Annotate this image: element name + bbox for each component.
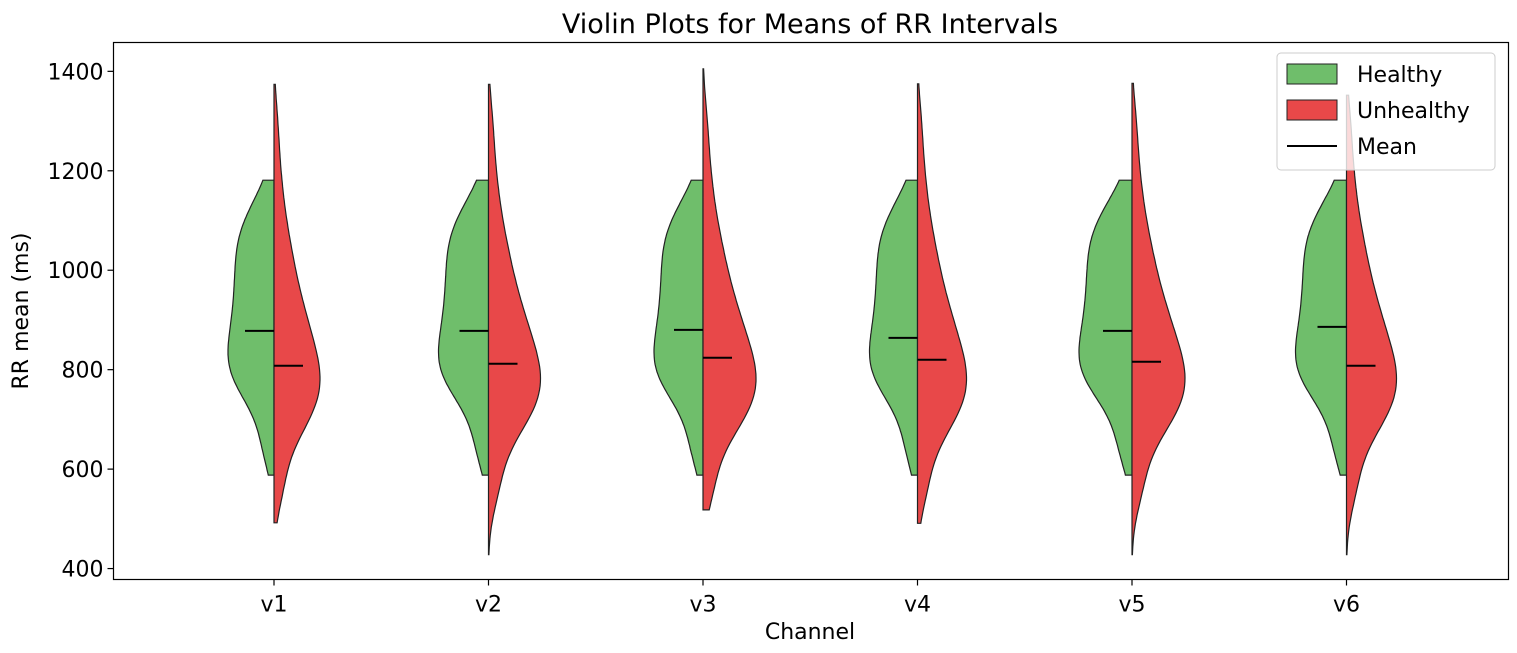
y-tick-label: 400 <box>62 558 104 583</box>
y-axis-ticks: 400 600 800 1000 1200 1400 <box>48 60 114 583</box>
legend-mean-label: Mean <box>1357 135 1417 160</box>
violin-unhealthy-v3 <box>702 68 757 511</box>
violin-unhealthy-v5 <box>1131 82 1186 556</box>
violin-healthy-v2 <box>437 179 490 476</box>
violin-healthy-v5 <box>1078 179 1133 476</box>
x-tick-label-v4: v4 <box>904 593 931 618</box>
x-tick-label-v2: v2 <box>475 593 502 618</box>
y-axis-label: RR mean (ms) <box>9 232 34 389</box>
chart-title: Violin Plots for Means of RR Intervals <box>562 9 1058 40</box>
violins-group <box>227 68 1398 556</box>
y-tick-label: 1000 <box>48 259 104 284</box>
legend-healthy-label: Healthy <box>1357 63 1442 88</box>
y-tick-label: 600 <box>62 458 104 483</box>
x-tick-label-v3: v3 <box>689 593 716 618</box>
violin-healthy-v3 <box>653 179 704 476</box>
plot-frame <box>112 41 1510 581</box>
x-axis-ticks: v1 v2 v3 v4 v5 v6 <box>260 579 1360 618</box>
x-axis-label: Channel <box>765 620 855 645</box>
violin-unhealthy-v2 <box>487 83 542 556</box>
violin-unhealthy-v4 <box>916 83 968 524</box>
violin-healthy-v4 <box>868 179 919 476</box>
y-tick-label: 1200 <box>48 160 104 185</box>
violin-unhealthy-v1 <box>273 83 321 524</box>
legend: Healthy Unhealthy Mean <box>1276 52 1496 171</box>
legend-healthy-swatch <box>1286 63 1338 85</box>
x-tick-label-v6: v6 <box>1333 593 1360 618</box>
legend-unhealthy-swatch <box>1286 99 1338 121</box>
legend-unhealthy-label: Unhealthy <box>1357 99 1470 124</box>
x-tick-label-v1: v1 <box>260 593 287 618</box>
violin-healthy-v1 <box>227 179 275 476</box>
x-tick-label-v5: v5 <box>1118 593 1145 618</box>
y-tick-label: 800 <box>62 359 104 384</box>
y-tick-label: 1400 <box>48 60 104 85</box>
